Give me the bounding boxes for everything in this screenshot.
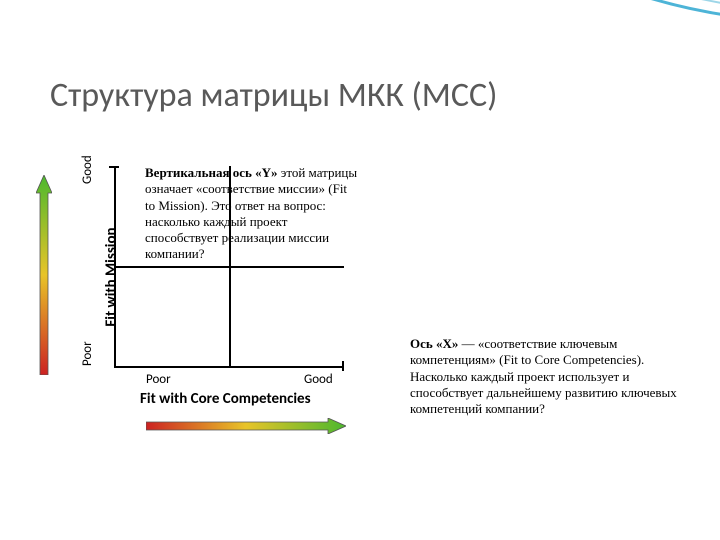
y-desc-bold: Вертикальная ось «Y»: [145, 165, 281, 180]
slide: Структура матрицы МКК (MCC) Good Poor Fi…: [0, 0, 720, 540]
slide-title: Структура матрицы МКК (MCC): [50, 75, 670, 116]
y-tick-top: [109, 166, 119, 168]
x-axis-description: Ось «X» — «соответствие ключевым компете…: [410, 336, 680, 417]
x-low-label: Poor: [146, 372, 171, 387]
x-tick-right: [342, 361, 344, 371]
y-axis-description: Вертикальная ось «Y» этой матрицы означа…: [145, 165, 360, 263]
x-axis-line: [114, 366, 344, 368]
x-axis-title: Fit with Core Competencies: [140, 390, 311, 408]
y-axis-title: Fit with Mission: [103, 227, 121, 326]
gradient-arrow-horizontal: [146, 418, 346, 434]
x-high-label: Good: [304, 372, 333, 387]
y-high-label: Good: [80, 155, 95, 184]
y-low-label: Poor: [80, 341, 95, 366]
gradient-arrow-vertical: [36, 175, 52, 375]
x-desc-bold: Ось «X»: [410, 336, 462, 351]
decorative-arc-dark: [368, 0, 720, 24]
